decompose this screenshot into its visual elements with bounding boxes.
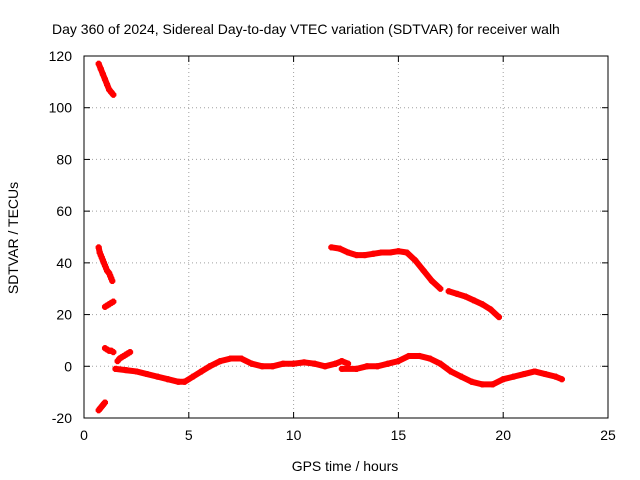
data-point (110, 91, 117, 98)
data-point (127, 349, 134, 356)
series-arc-24 (101, 298, 117, 310)
y-tick-label: 60 (56, 203, 72, 219)
y-tick-label: 20 (56, 307, 72, 323)
y-tick-label: 100 (49, 100, 73, 116)
x-tick-label: 10 (286, 427, 302, 443)
series-arc-45 (328, 244, 444, 292)
series-arc-neg (95, 399, 108, 414)
series-arc-rise (114, 349, 134, 365)
data-point (110, 298, 117, 305)
x-tick-label: 20 (495, 427, 511, 443)
series-arc-40 (95, 244, 116, 284)
y-tick-label: -20 (52, 410, 72, 426)
data-point (437, 285, 444, 292)
x-tick-label: 5 (185, 427, 193, 443)
y-tick-label: 120 (49, 48, 73, 64)
x-tick-label: 0 (80, 427, 88, 443)
series-arc-29 (445, 288, 503, 321)
y-tick-label: 0 (64, 358, 72, 374)
series-arc-main (112, 355, 352, 385)
series-arc-6 (101, 345, 117, 356)
series-arc-high (95, 60, 117, 98)
chart-title: Day 360 of 2024, Sidereal Day-to-day VTE… (52, 21, 560, 37)
ticks-layer (83, 55, 609, 419)
y-tick-label: 40 (56, 255, 72, 271)
x-axis-title: GPS time / hours (292, 458, 399, 474)
labels-layer: 0 5 10 15 20 25 -20 0 20 40 60 80 100 120 (49, 48, 616, 443)
data-point (558, 376, 565, 383)
series-arc-late (338, 352, 565, 388)
y-axis-title: SDTVAR / TECUs (5, 182, 21, 294)
data-point (496, 314, 503, 321)
points-layer (95, 60, 565, 414)
grid-layer (84, 56, 608, 418)
data-point (345, 360, 352, 367)
y-tick-label: 80 (56, 151, 72, 167)
data-point (109, 277, 116, 284)
data-point (110, 349, 117, 356)
x-tick-label: 25 (600, 427, 616, 443)
x-tick-label: 15 (391, 427, 407, 443)
data-point (101, 399, 108, 406)
plot-frame (83, 55, 609, 419)
